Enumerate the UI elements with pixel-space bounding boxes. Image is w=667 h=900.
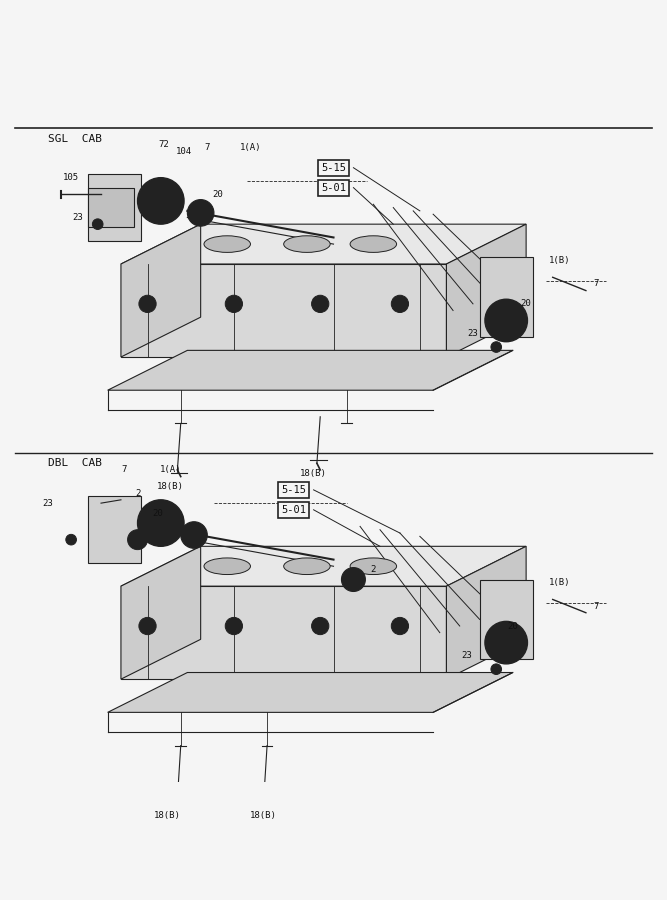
Text: DBL  CAB: DBL CAB <box>48 458 102 468</box>
Text: 72: 72 <box>159 140 169 149</box>
Circle shape <box>127 530 147 550</box>
Circle shape <box>491 664 502 674</box>
Circle shape <box>93 219 103 230</box>
Circle shape <box>485 299 528 342</box>
Ellipse shape <box>283 236 330 252</box>
Circle shape <box>392 295 409 312</box>
Text: 18(B): 18(B) <box>157 482 184 491</box>
Circle shape <box>396 300 404 308</box>
Text: 1(A): 1(A) <box>239 143 261 152</box>
Polygon shape <box>480 580 533 659</box>
Ellipse shape <box>283 558 330 574</box>
Text: 23: 23 <box>468 329 478 338</box>
Text: 20: 20 <box>212 190 223 199</box>
Text: 7: 7 <box>593 601 598 610</box>
Circle shape <box>137 177 184 224</box>
Text: 7: 7 <box>121 465 127 474</box>
Circle shape <box>143 622 151 630</box>
Circle shape <box>66 535 77 545</box>
Text: 2: 2 <box>135 489 140 498</box>
Circle shape <box>491 342 502 353</box>
Circle shape <box>342 568 366 591</box>
Circle shape <box>225 617 243 634</box>
Polygon shape <box>121 546 526 586</box>
Text: 20: 20 <box>508 622 518 631</box>
Circle shape <box>194 206 207 220</box>
Polygon shape <box>107 672 513 713</box>
Circle shape <box>496 310 517 331</box>
Text: 5-15: 5-15 <box>281 485 306 495</box>
Text: 18(B): 18(B) <box>154 811 181 820</box>
Text: 5-15: 5-15 <box>321 163 346 173</box>
Text: 20: 20 <box>152 508 163 518</box>
Circle shape <box>316 622 324 630</box>
Circle shape <box>230 622 238 630</box>
Circle shape <box>139 295 156 312</box>
Circle shape <box>225 295 243 312</box>
Text: 5-01: 5-01 <box>281 505 306 515</box>
Polygon shape <box>121 264 446 357</box>
Polygon shape <box>121 224 526 264</box>
Ellipse shape <box>204 558 251 574</box>
Text: 1(A): 1(A) <box>160 465 181 474</box>
Circle shape <box>485 621 528 664</box>
Circle shape <box>316 300 324 308</box>
Circle shape <box>311 617 329 634</box>
Circle shape <box>187 528 201 542</box>
Ellipse shape <box>350 558 397 574</box>
Circle shape <box>392 617 409 634</box>
Text: 20: 20 <box>521 300 532 309</box>
Text: 1(B): 1(B) <box>548 579 570 588</box>
Circle shape <box>137 500 184 546</box>
Text: 23: 23 <box>43 499 53 508</box>
Circle shape <box>187 200 214 226</box>
Text: SGL  CAB: SGL CAB <box>48 134 102 145</box>
Text: 1(B): 1(B) <box>548 256 570 266</box>
Ellipse shape <box>204 236 251 252</box>
Polygon shape <box>121 546 201 680</box>
Circle shape <box>496 632 517 653</box>
Circle shape <box>311 295 329 312</box>
Polygon shape <box>121 586 446 680</box>
Circle shape <box>143 300 151 308</box>
Circle shape <box>396 622 404 630</box>
Text: 18(B): 18(B) <box>250 811 277 820</box>
Polygon shape <box>107 350 513 391</box>
Text: 23: 23 <box>73 213 83 222</box>
Ellipse shape <box>350 236 397 252</box>
Text: 5-01: 5-01 <box>321 183 346 193</box>
Polygon shape <box>88 175 141 241</box>
Text: 18(B): 18(B) <box>300 469 327 478</box>
Text: 7: 7 <box>593 279 598 288</box>
Text: 104: 104 <box>176 147 192 156</box>
Text: 23: 23 <box>461 652 472 661</box>
Circle shape <box>149 511 173 535</box>
Polygon shape <box>446 546 526 680</box>
Circle shape <box>149 189 173 213</box>
Polygon shape <box>88 497 141 562</box>
Polygon shape <box>121 224 201 357</box>
Text: 2: 2 <box>371 565 376 574</box>
Circle shape <box>181 522 207 548</box>
Text: 105: 105 <box>63 173 79 182</box>
Polygon shape <box>446 224 526 357</box>
Circle shape <box>139 617 156 634</box>
Polygon shape <box>480 257 533 338</box>
Circle shape <box>230 300 238 308</box>
Text: 7: 7 <box>205 143 210 152</box>
Polygon shape <box>88 187 134 228</box>
